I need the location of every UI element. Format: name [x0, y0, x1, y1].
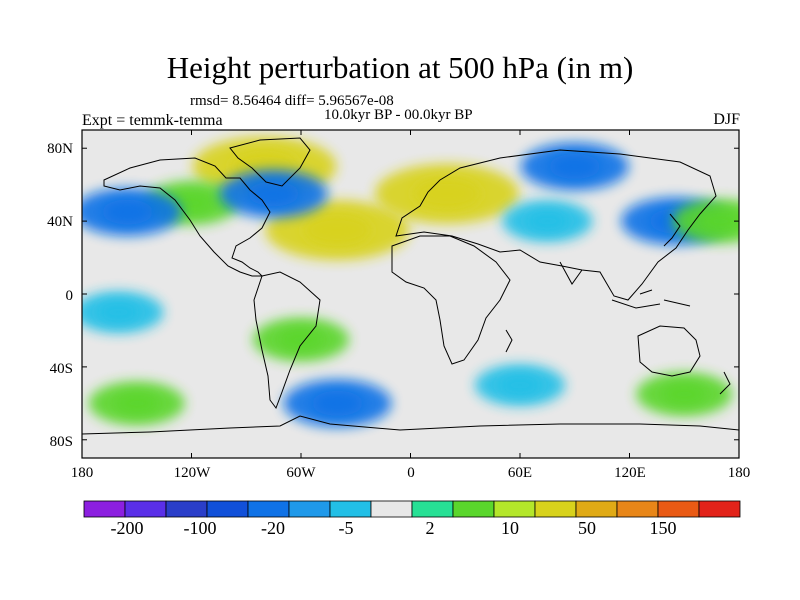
- colorbar-swatch: [288, 500, 331, 518]
- anomaly-layer: [82, 136, 739, 428]
- colorbar-label: 50: [578, 518, 596, 538]
- anomaly-core: [113, 392, 160, 415]
- stats-text: rmsd= 8.56464 diff= 5.96567e-08: [190, 93, 394, 109]
- colorbar: [83, 500, 741, 518]
- coastline-japan: [663, 213, 681, 247]
- coastline-south-america: [253, 271, 321, 410]
- colorbar-swatch: [124, 500, 167, 518]
- colorbar-swatch: [370, 500, 413, 518]
- anomaly-core: [278, 328, 324, 351]
- anomaly-core: [661, 383, 708, 406]
- y-tick-label: 40S: [49, 361, 73, 377]
- coastline-new-zealand: [719, 371, 731, 395]
- coastline-indonesia: [611, 289, 691, 309]
- anomaly-core: [303, 214, 372, 247]
- y-tick-label: 80N: [47, 141, 73, 157]
- colorbar-label: -100: [183, 518, 217, 538]
- x-tick-label: 60E: [507, 465, 533, 481]
- coastline-eurasia: [395, 149, 717, 301]
- colorbar-swatch: [83, 500, 126, 518]
- colorbar-label: -20: [261, 518, 285, 538]
- colorbar-label: 2: [425, 518, 435, 538]
- anomaly-core: [525, 210, 569, 232]
- coastline-antarctica: [82, 415, 739, 435]
- x-tick-label: 120E: [614, 465, 646, 481]
- chart-subtitle: 10.0kyr BP - 00.0kyr BP: [324, 107, 473, 123]
- coastlines: [82, 137, 739, 435]
- anomaly-core: [311, 390, 364, 416]
- anomaly-core: [102, 199, 154, 225]
- anomaly-core: [549, 154, 601, 179]
- colorbar-swatch: [616, 500, 659, 518]
- y-tick-label: 80S: [49, 434, 73, 450]
- coastline-india: [559, 261, 583, 285]
- chart-title: Height perturbation at 500 hPa (in m): [166, 50, 634, 85]
- colorbar-swatch: [411, 500, 454, 518]
- x-tick-label: 60W: [286, 465, 316, 481]
- colorbar-swatch: [206, 500, 249, 518]
- colorbar-label: -5: [338, 518, 354, 538]
- x-tick-label: 180: [727, 465, 751, 481]
- colorbar-swatch: [452, 500, 495, 518]
- colorbar-swatch: [575, 500, 618, 518]
- colorbar-label: -200: [110, 518, 144, 538]
- colorbar-label: 10: [501, 518, 519, 538]
- x-tick-label: 180: [70, 465, 94, 481]
- experiment-label: Expt = temmk-temma: [82, 112, 223, 129]
- anomaly-core: [248, 181, 300, 207]
- coastline-greenland: [229, 137, 311, 187]
- y-tick-label: 0: [65, 288, 74, 304]
- anomaly-core: [97, 301, 140, 323]
- coastline-australia: [637, 325, 701, 377]
- anomaly-core: [498, 374, 542, 396]
- x-tick-label: 120W: [173, 465, 211, 481]
- coastline-madagascar: [505, 329, 513, 353]
- colorbar-label: 150: [649, 518, 677, 538]
- colorbar-swatch: [534, 500, 577, 518]
- colorbar-swatch: [247, 500, 290, 518]
- coastline-north-america: [103, 157, 271, 277]
- coastline-africa: [391, 235, 511, 365]
- colorbar-swatch: [698, 500, 741, 518]
- colorbar-swatch: [657, 500, 700, 518]
- y-tick-label: 40N: [47, 214, 73, 230]
- x-tick-label: 0: [407, 465, 415, 481]
- colorbar-swatch: [493, 500, 536, 518]
- colorbar-swatch: [165, 500, 208, 518]
- colorbar-swatch: [329, 500, 372, 518]
- tick-marks: [81, 130, 740, 458]
- anomaly-core: [413, 177, 481, 210]
- anomaly-core: [697, 209, 739, 233]
- season-label: DJF: [713, 111, 740, 128]
